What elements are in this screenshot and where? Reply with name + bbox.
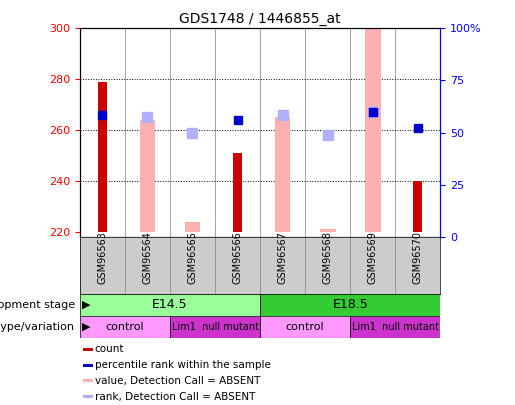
Bar [83,348,93,351]
Text: E14.5: E14.5 [152,298,188,311]
Bar [170,316,260,338]
Text: control: control [106,322,144,332]
Bar [320,229,336,232]
Bar [274,117,290,232]
Text: ▶: ▶ [82,300,91,310]
Text: rank, Detection Call = ABSENT: rank, Detection Call = ABSENT [95,392,255,401]
Text: value, Detection Call = ABSENT: value, Detection Call = ABSENT [95,376,260,386]
Bar [80,316,170,338]
Text: Lim1  null mutant: Lim1 null mutant [352,322,439,332]
Bar [80,294,260,316]
Bar [414,181,422,232]
Bar [140,120,156,232]
Text: control: control [286,322,324,332]
Text: percentile rank within the sample: percentile rank within the sample [95,360,271,370]
Text: development stage: development stage [0,300,75,310]
Bar [83,379,93,382]
Text: E18.5: E18.5 [332,298,368,311]
Text: Lim1  null mutant: Lim1 null mutant [171,322,259,332]
Bar [98,82,107,232]
Bar [260,316,350,338]
Bar [184,222,200,232]
Bar [365,28,381,232]
Bar [83,395,93,398]
Text: count: count [95,345,124,354]
Text: genotype/variation: genotype/variation [0,322,75,332]
Bar [350,316,440,338]
Bar [233,153,242,232]
Bar [83,364,93,367]
Title: GDS1748 / 1446855_at: GDS1748 / 1446855_at [179,12,341,26]
Bar [260,294,440,316]
Text: ▶: ▶ [82,322,91,332]
